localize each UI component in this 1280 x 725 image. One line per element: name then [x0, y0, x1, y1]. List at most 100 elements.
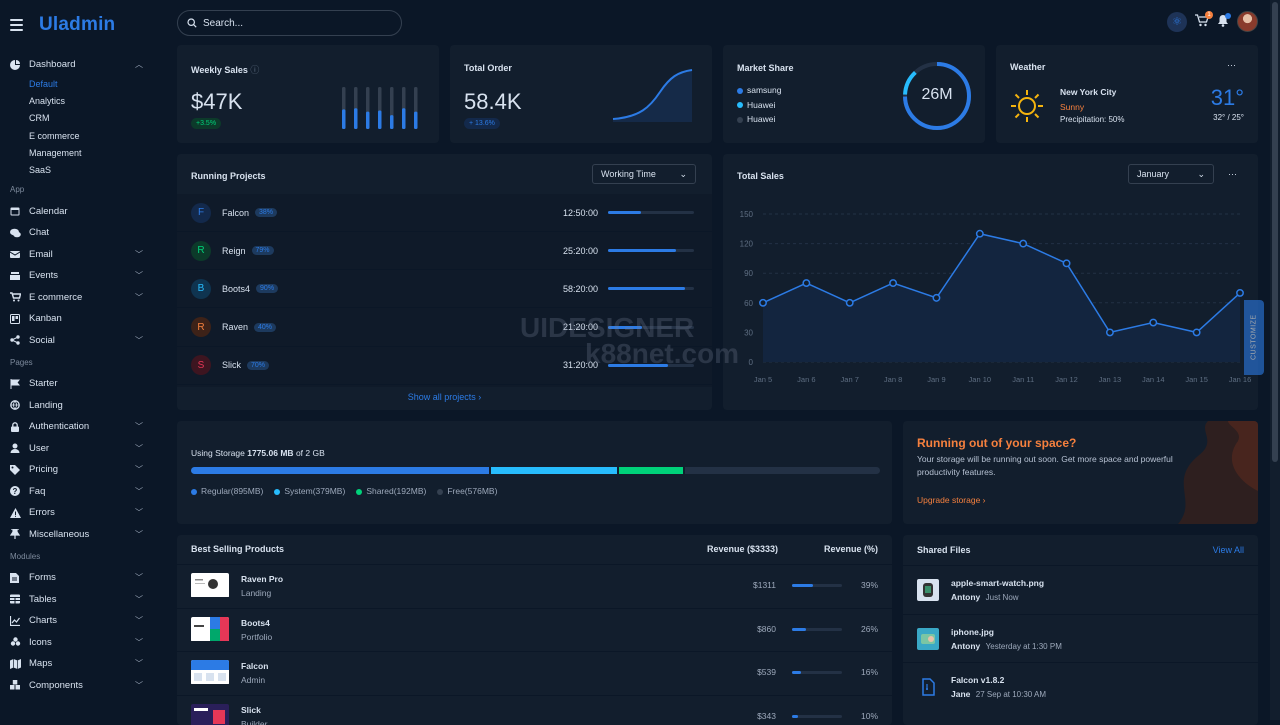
sales-point[interactable] [1063, 260, 1069, 266]
sidebar-subitem-management[interactable]: Management [10, 144, 145, 161]
product-row[interactable]: Slick Builder $343 10% [177, 695, 892, 725]
weekly-sales-bar [390, 115, 394, 129]
project-row[interactable]: F Falcon 38% 12:50:00 [177, 194, 712, 232]
sidebar-item-dashboard[interactable]: Dashboard︿ [10, 54, 145, 76]
file-row[interactable]: apple-smart-watch.png Antony Just Now [903, 565, 1258, 614]
search-box[interactable] [177, 10, 402, 36]
menu-toggle-icon[interactable] [10, 19, 23, 31]
upgrade-storage-link[interactable]: Upgrade storage › [917, 495, 986, 505]
customize-tab[interactable]: CUSTOMIZE [1244, 300, 1264, 375]
sidebar-item-label: Kanban [29, 313, 145, 324]
total-order-sparkline [610, 67, 695, 122]
file-row[interactable]: iphone.jpg Antony Yesterday at 1:30 PM [903, 614, 1258, 663]
sidebar-subitem-default[interactable]: Default [10, 76, 145, 93]
promo-title: Running out of your space? [917, 436, 1076, 450]
page-scrollbar[interactable] [1270, 0, 1280, 720]
chevron-down-icon: ﹀ [135, 507, 145, 518]
sidebar-item-landing[interactable]: Landing [10, 395, 145, 417]
best-selling-card: Best Selling Products Revenue ($3333) Re… [177, 535, 892, 725]
sidebar-subitem-crm[interactable]: CRM [10, 110, 145, 127]
sidebar-item-maps[interactable]: Maps﹀ [10, 653, 145, 675]
product-revenue-percent: 39% [861, 580, 878, 590]
sidebar-item-user[interactable]: User﹀ [10, 438, 145, 460]
product-name[interactable]: Slick [241, 705, 261, 715]
avatar[interactable] [1237, 11, 1258, 32]
sidebar-subitem-saas[interactable]: SaaS [10, 161, 145, 178]
project-percent-badge: 38% [255, 208, 277, 217]
sidebar-subitem-analytics[interactable]: Analytics [10, 93, 145, 110]
project-row[interactable]: R Reign 79% 25:20:00 [177, 232, 712, 270]
product-row[interactable]: Raven Pro Landing $1311 39% [177, 564, 892, 608]
legend-dot [274, 489, 280, 495]
product-name[interactable]: Boots4 [241, 618, 270, 628]
sidebar-item-pricing[interactable]: Pricing﹀ [10, 459, 145, 481]
file-name[interactable]: Falcon v1.8.2 [951, 675, 1004, 685]
sales-point[interactable] [977, 231, 983, 237]
notifications-button[interactable] [1217, 14, 1229, 29]
sidebar-item-label: E commerce [29, 292, 135, 303]
weather-menu-button[interactable]: ··· [1227, 60, 1236, 70]
theme-toggle-icon[interactable]: ⚛ [1167, 12, 1187, 32]
section-label-app: App [10, 179, 145, 201]
month-select[interactable]: January⌄ [1128, 164, 1214, 184]
sidebar-item-forms[interactable]: Forms﹀ [10, 567, 145, 589]
view-all-link[interactable]: View All [1213, 545, 1244, 555]
product-name[interactable]: Falcon [241, 661, 268, 671]
y-tick-label: 30 [744, 328, 753, 337]
storage-legend-item: Shared(192MB) [356, 486, 426, 496]
sales-point[interactable] [1150, 319, 1156, 325]
chevron-down-icon: ﹀ [135, 680, 145, 691]
file-name[interactable]: apple-smart-watch.png [951, 578, 1044, 588]
product-name[interactable]: Raven Pro [241, 574, 283, 584]
legend-dot [191, 489, 197, 495]
sidebar-item-starter[interactable]: Starter [10, 373, 145, 395]
cart-button[interactable]: 1 [1195, 14, 1209, 29]
sales-point[interactable] [1107, 329, 1113, 335]
sidebar-item-e-commerce[interactable]: E commerce﹀ [10, 287, 145, 309]
brand-logo[interactable]: Uladmin [39, 14, 115, 36]
sidebar-item-authentication[interactable]: Authentication﹀ [10, 416, 145, 438]
sidebar-item-email[interactable]: Email﹀ [10, 244, 145, 266]
sidebar-item-tables[interactable]: Tables﹀ [10, 589, 145, 611]
file-name[interactable]: iphone.jpg [951, 627, 994, 637]
sidebar-item-faq[interactable]: ?Faq﹀ [10, 481, 145, 503]
sales-point[interactable] [803, 280, 809, 286]
file-user: Antony [951, 641, 980, 651]
sidebar-item-calendar[interactable]: Calendar [10, 201, 145, 223]
sidebar-item-social[interactable]: Social﹀ [10, 330, 145, 352]
maps-icon [10, 659, 29, 669]
product-row[interactable]: Falcon Admin $539 16% [177, 651, 892, 695]
total-order-value: 58.4K [464, 89, 522, 115]
sidebar-subitem-e-commerce[interactable]: E commerce [10, 127, 145, 144]
sales-point[interactable] [1193, 329, 1199, 335]
sales-point[interactable] [847, 300, 853, 306]
sales-point[interactable] [1020, 240, 1026, 246]
weekly-sales-bar [378, 111, 382, 129]
sidebar-item-components[interactable]: Components﹀ [10, 675, 145, 697]
sidebar-item-charts[interactable]: Charts﹀ [10, 610, 145, 632]
project-row[interactable]: B Boots4 90% 58:20:00 [177, 270, 712, 308]
sidebar-item-kanban[interactable]: Kanban [10, 308, 145, 330]
file-row[interactable]: Falcon v1.8.2 Jane 27 Sep at 10:30 AM [903, 662, 1258, 711]
project-percent-badge: 79% [252, 246, 274, 255]
show-all-projects-link[interactable]: Show all projects › [177, 392, 712, 402]
working-time-select[interactable]: Working Time⌄ [592, 164, 696, 184]
sidebar-item-errors[interactable]: Errors﹀ [10, 502, 145, 524]
sales-point[interactable] [933, 295, 939, 301]
sidebar-item-chat[interactable]: Chat [10, 222, 145, 244]
sidebar-item-miscellaneous[interactable]: Miscellaneous﹀ [10, 524, 145, 546]
market-share-center: 26M [901, 86, 973, 104]
scrollbar-thumb[interactable] [1272, 2, 1278, 462]
product-revenue-percent: 26% [861, 624, 878, 634]
info-icon[interactable]: ⓘ [250, 65, 259, 75]
sales-point[interactable] [890, 280, 896, 286]
sales-point[interactable] [1237, 290, 1243, 296]
product-thumbnail [191, 573, 229, 598]
sidebar-item-icons[interactable]: Icons﹀ [10, 632, 145, 654]
total-sales-menu-button[interactable]: ··· [1228, 169, 1237, 179]
sidebar-item-events[interactable]: Events﹀ [10, 265, 145, 287]
product-row[interactable]: Boots4 Portfolio $860 26% [177, 608, 892, 652]
search-input[interactable] [203, 18, 383, 29]
sales-point[interactable] [760, 300, 766, 306]
